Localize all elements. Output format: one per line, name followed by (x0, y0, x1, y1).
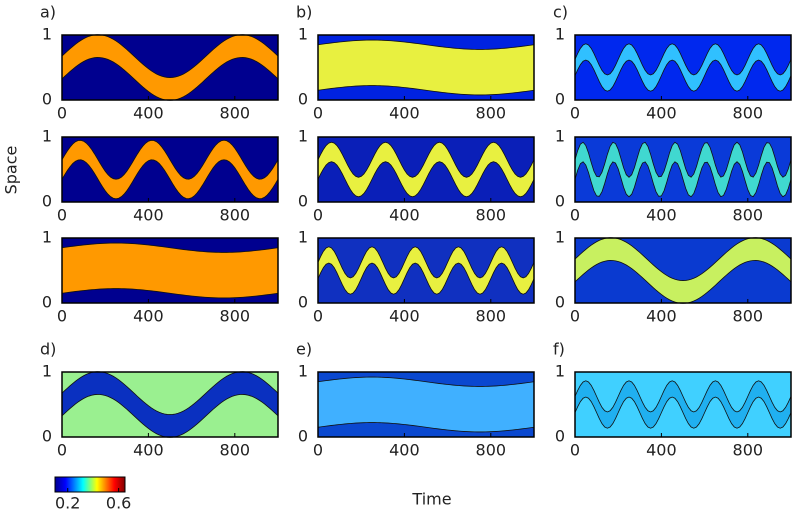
x-tick-label: 400 (389, 104, 420, 123)
y-tick-label: 1 (42, 362, 52, 381)
x-tick-label: 400 (133, 441, 164, 460)
contour-plot (317, 237, 535, 304)
y-tick-label: 0 (298, 192, 308, 211)
x-tick-label: 400 (133, 307, 164, 326)
y-tick-label: 1 (42, 228, 52, 247)
y-tick-label: 1 (42, 127, 52, 146)
y-tick-label: 1 (298, 228, 308, 247)
x-tick-label: 400 (389, 441, 420, 460)
contour-plot (61, 136, 279, 203)
contour-plot (574, 34, 792, 101)
x-tick-label: 800 (476, 307, 507, 326)
y-tick-label: 0 (555, 427, 565, 446)
x-tick-label: 0 (57, 307, 67, 326)
panel-label: f) (553, 340, 565, 359)
x-tick-label: 0 (313, 441, 323, 460)
plot-frame (61, 371, 279, 438)
x-tick-label: 0 (57, 104, 67, 123)
x-tick-label: 0 (57, 441, 67, 460)
contour-region (61, 242, 279, 299)
y-tick-label: 0 (42, 90, 52, 109)
contour-plot (574, 371, 792, 438)
plot-frame (317, 34, 535, 101)
x-tick-label: 0 (57, 206, 67, 225)
plot-frame (317, 136, 535, 203)
contour-region (317, 376, 535, 433)
y-tick-label: 1 (555, 127, 565, 146)
plot-frame (574, 371, 792, 438)
x-axis-label: Time (411, 490, 451, 509)
x-tick-label: 400 (646, 104, 677, 123)
plot-frame (317, 237, 535, 304)
y-tick-label: 0 (298, 90, 308, 109)
x-tick-label: 800 (220, 104, 251, 123)
y-tick-label: 0 (555, 293, 565, 312)
contour-plot (574, 237, 792, 304)
plot-frame (61, 136, 279, 203)
plot-frame (574, 34, 792, 101)
y-tick-label: 1 (555, 25, 565, 44)
panel-label: a) (40, 3, 56, 22)
x-tick-label: 400 (646, 441, 677, 460)
x-tick-label: 800 (733, 441, 764, 460)
x-tick-label: 0 (570, 206, 580, 225)
y-tick-label: 1 (298, 25, 308, 44)
colorbar-tick-label: 0.6 (106, 494, 131, 513)
panel-label: e) (296, 340, 312, 359)
x-tick-label: 400 (389, 307, 420, 326)
contour-plot (574, 136, 792, 203)
y-tick-label: 0 (42, 192, 52, 211)
colorbar-tick-label: 0.2 (55, 494, 80, 513)
x-tick-label: 400 (646, 307, 677, 326)
x-tick-label: 800 (220, 206, 251, 225)
x-tick-label: 0 (313, 206, 323, 225)
y-tick-label: 0 (42, 293, 52, 312)
x-tick-label: 400 (133, 104, 164, 123)
x-tick-label: 400 (133, 206, 164, 225)
x-tick-label: 400 (389, 206, 420, 225)
x-tick-label: 0 (313, 307, 323, 326)
plot-frame (574, 237, 792, 304)
y-tick-label: 1 (298, 362, 308, 381)
panel-label: c) (553, 3, 568, 22)
contour-plot (61, 34, 279, 101)
colorbar (54, 476, 126, 493)
y-tick-label: 0 (555, 192, 565, 211)
y-tick-label: 1 (298, 127, 308, 146)
y-tick-label: 1 (555, 228, 565, 247)
plot-frame (61, 237, 279, 304)
contour-plot (61, 371, 279, 438)
contour-plot (61, 237, 279, 304)
y-axis-label: Space (2, 146, 21, 195)
x-tick-label: 800 (476, 206, 507, 225)
y-tick-label: 0 (298, 427, 308, 446)
y-tick-label: 0 (42, 427, 52, 446)
x-tick-label: 800 (476, 104, 507, 123)
x-tick-label: 0 (570, 307, 580, 326)
x-tick-label: 800 (220, 307, 251, 326)
panel-label: b) (296, 3, 312, 22)
contour-plot (317, 34, 535, 101)
x-tick-label: 800 (733, 104, 764, 123)
x-tick-label: 800 (733, 206, 764, 225)
contour-region (317, 39, 535, 96)
x-tick-label: 800 (476, 441, 507, 460)
y-tick-label: 1 (42, 25, 52, 44)
plot-frame (317, 371, 535, 438)
plot-frame (61, 34, 279, 101)
x-tick-label: 400 (646, 206, 677, 225)
x-tick-label: 0 (570, 441, 580, 460)
plot-frame (574, 136, 792, 203)
y-tick-label: 1 (555, 362, 565, 381)
y-tick-label: 0 (555, 90, 565, 109)
x-tick-label: 0 (570, 104, 580, 123)
x-tick-label: 800 (733, 307, 764, 326)
contour-plot (317, 371, 535, 438)
x-tick-label: 800 (220, 441, 251, 460)
panel-label: d) (40, 340, 56, 359)
contour-plot (317, 136, 535, 203)
x-tick-label: 0 (313, 104, 323, 123)
y-tick-label: 0 (298, 293, 308, 312)
